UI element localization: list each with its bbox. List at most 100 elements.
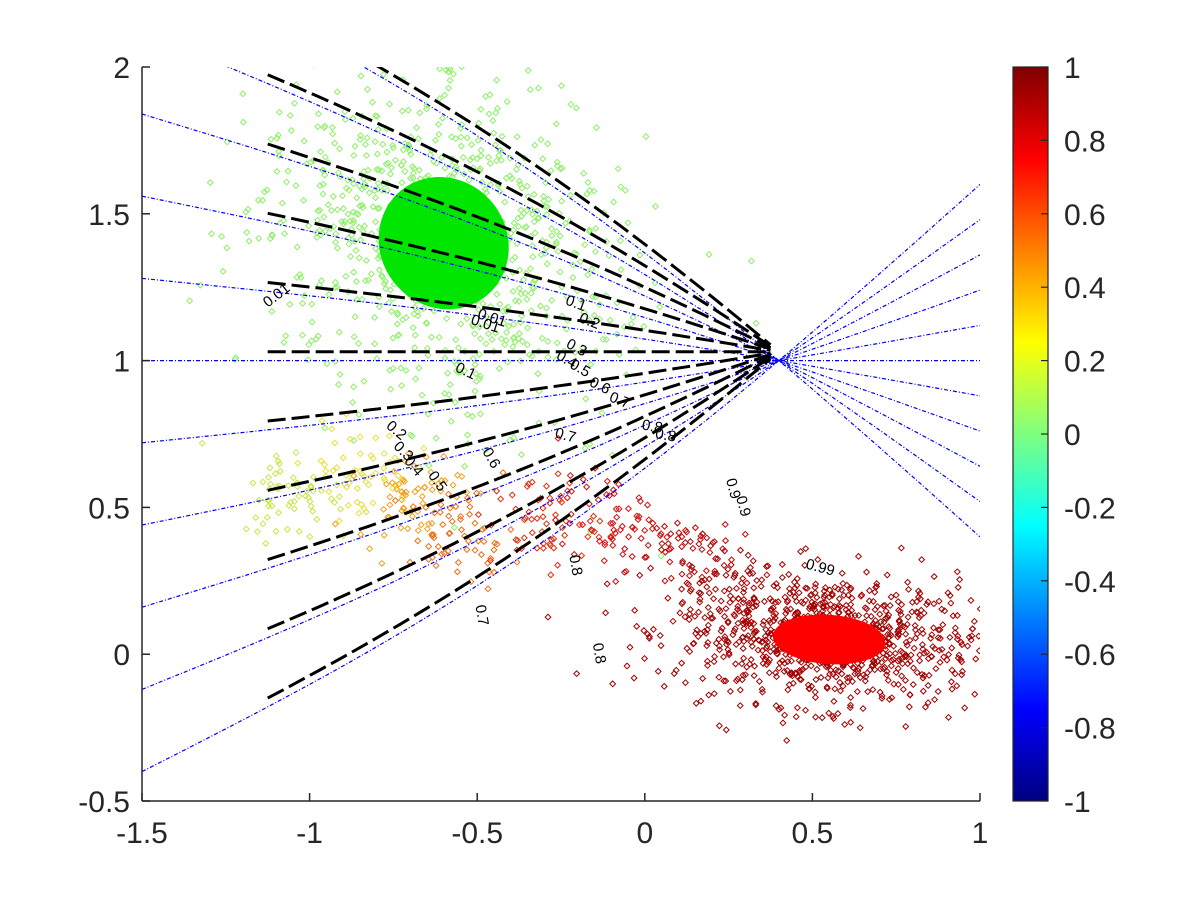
scatter-point (186, 297, 194, 305)
scatter-point (863, 669, 871, 677)
scatter-point (450, 169, 458, 177)
scatter-point (287, 127, 295, 135)
scatter-point (724, 565, 732, 573)
scatter-point (369, 203, 377, 211)
scatter-point (441, 164, 449, 172)
scatter-point (744, 607, 752, 615)
scatter-point (446, 381, 454, 389)
scatter-point (721, 633, 729, 641)
scatter-point (641, 526, 649, 534)
scatter-point (517, 206, 525, 214)
scatter-point (905, 703, 913, 711)
scatter-point (621, 545, 629, 553)
scatter-point (868, 662, 876, 670)
scatter-point (448, 56, 454, 62)
scatter-point (987, 666, 993, 672)
scatter-point (399, 316, 407, 324)
scatter-point (784, 686, 792, 694)
scatter-point (836, 602, 844, 611)
scatter-point (421, 484, 429, 492)
scatter-point (752, 602, 760, 610)
scatter-point (856, 724, 864, 732)
scatter-point (918, 641, 927, 649)
scatter-point (453, 568, 461, 576)
scatter-point (887, 631, 895, 639)
blue-contour-line (142, 254, 980, 608)
scatter-point (378, 273, 386, 281)
scatter-point (424, 172, 432, 180)
scatter-point (327, 495, 335, 503)
scatter-point (329, 467, 337, 475)
scatter-point (328, 123, 336, 132)
scatter-point (541, 179, 550, 187)
scatter-point (681, 613, 689, 621)
scatter-point (342, 184, 350, 192)
scatter-point (864, 688, 872, 696)
scatter-point (707, 614, 715, 622)
scatter-point (440, 452, 448, 460)
scatter-point (540, 197, 548, 205)
scatter-point (272, 527, 280, 535)
scatter-point (686, 610, 694, 618)
scatter-point (836, 678, 844, 686)
blue-contour-line (142, 113, 980, 467)
scatter-point (749, 557, 757, 565)
scatter-point (502, 274, 510, 282)
scatter-point (399, 504, 408, 512)
scatter-point (519, 276, 528, 284)
scatter-point (587, 526, 595, 534)
scatter-point (418, 391, 426, 399)
scatter-point (760, 597, 768, 605)
scatter-point (766, 619, 774, 627)
scatter-point (894, 664, 902, 673)
scatter-point (924, 598, 932, 606)
scatter-point (709, 614, 717, 622)
scatter-point (782, 605, 790, 613)
scatter-point (678, 600, 686, 608)
scatter-point (508, 491, 516, 499)
scatter-point (464, 537, 472, 545)
scatter-point (314, 110, 323, 118)
blue-contour-line (226, 67, 980, 502)
scatter-point (547, 541, 555, 549)
scatter-point (654, 667, 662, 675)
scatter-point (869, 686, 877, 694)
scatter-point (763, 661, 771, 669)
scatter-point (585, 226, 594, 234)
scatter-point (595, 315, 603, 323)
scatter-point (543, 520, 551, 528)
scatter-point (292, 182, 300, 190)
scatter-point (507, 229, 515, 237)
scatter-point (803, 584, 811, 592)
scatter-point (482, 92, 490, 100)
scatter-point (838, 569, 846, 577)
scatter-point (554, 434, 562, 442)
scatter-point (746, 570, 754, 578)
scatter-point (889, 655, 897, 664)
scatter-point (894, 680, 902, 689)
scatter-point (579, 475, 587, 483)
scatter-point (297, 274, 305, 282)
scatter-point (703, 534, 711, 542)
scatter-point (360, 505, 368, 513)
scatter-point (316, 182, 324, 190)
scatter-point (826, 586, 834, 594)
scatter-point (824, 674, 832, 682)
scatter-point (747, 623, 755, 632)
scatter-point (965, 633, 973, 641)
colorbar: -1 -0.8 -0.6 -0.4 -0.2 0 0.2 0.4 0.6 0.8 1 (1012, 52, 1116, 819)
scatter-point (485, 110, 493, 118)
scatter-point (452, 503, 460, 511)
scatter-point (437, 487, 445, 495)
scatter-point (409, 503, 417, 511)
scatter-point (554, 247, 562, 255)
scatter-point (582, 395, 590, 403)
scatter-point (330, 223, 338, 231)
scatter-point (661, 577, 669, 585)
scatter-point (802, 545, 810, 553)
scatter-point (466, 156, 474, 164)
scatter-point (301, 492, 310, 500)
scatter-point (267, 480, 275, 488)
x-tick-label: -1.5 (116, 817, 168, 850)
scatter-point (468, 141, 476, 149)
